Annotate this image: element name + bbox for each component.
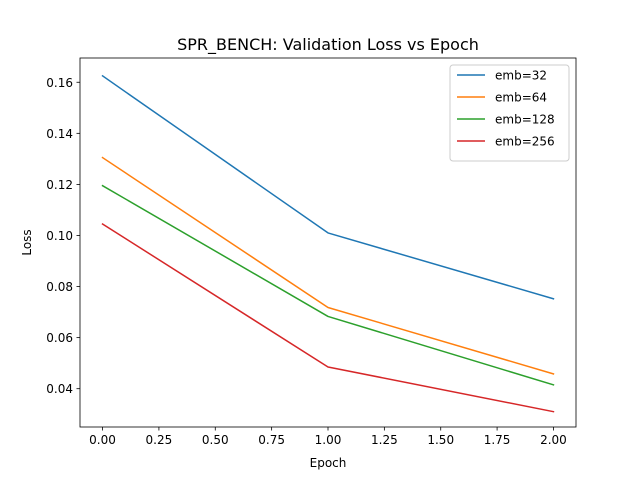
y-tick-label: 0.12 <box>46 178 73 192</box>
legend-box <box>449 64 570 162</box>
legend: emb=32 emb=64 emb=128 emb=256 <box>449 64 570 162</box>
y-tick-label: 0.04 <box>46 382 73 396</box>
x-tick-label: 2.00 <box>540 433 567 447</box>
x-axis: 0.00 0.25 0.50 0.75 1.00 1.25 1.50 1.75 2.00 <box>89 427 567 447</box>
y-tick-label: 0.16 <box>46 76 73 90</box>
y-tick-label: 0.08 <box>46 280 73 294</box>
y-axis: 0.04 0.06 0.08 0.10 0.12 0.14 0.16 <box>46 76 80 396</box>
series-line-emb-32 <box>101 74 555 300</box>
legend-label: emb=64 <box>495 91 547 105</box>
series-line-emb-128 <box>101 184 555 386</box>
x-axis-label: Epoch <box>310 456 347 470</box>
chart-title: SPR_BENCH: Validation Loss vs Epoch <box>177 35 479 55</box>
series-line-emb-256 <box>101 222 555 413</box>
series-line-emb-64 <box>101 156 555 375</box>
legend-label: emb=128 <box>495 113 555 127</box>
x-tick-label: 1.75 <box>484 433 511 447</box>
legend-label: emb=256 <box>495 135 555 149</box>
y-tick-label: 0.14 <box>46 127 73 141</box>
x-tick-label: 1.00 <box>315 433 342 447</box>
x-tick-label: 0.50 <box>202 433 229 447</box>
y-tick-label: 0.06 <box>46 331 73 345</box>
y-axis-label: Loss <box>20 229 34 255</box>
x-tick-label: 0.75 <box>258 433 285 447</box>
x-tick-label: 0.25 <box>146 433 173 447</box>
x-tick-label: 1.25 <box>371 433 398 447</box>
legend-label: emb=32 <box>495 69 547 83</box>
plot-area <box>101 74 555 413</box>
y-tick-label: 0.10 <box>46 229 73 243</box>
x-tick-label: 0.00 <box>89 433 116 447</box>
x-tick-label: 1.50 <box>427 433 454 447</box>
